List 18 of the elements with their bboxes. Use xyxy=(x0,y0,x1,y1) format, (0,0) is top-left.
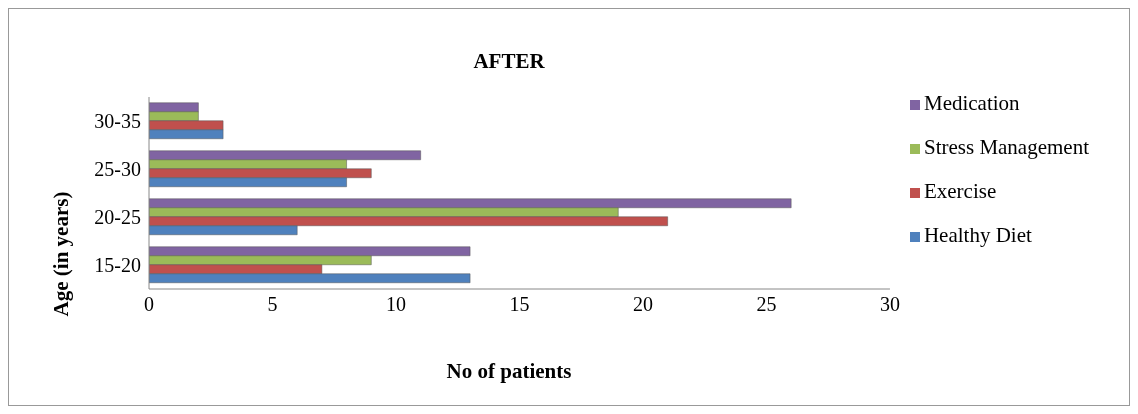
x-tick-label: 10 xyxy=(385,293,406,316)
legend-label: Medication xyxy=(923,91,1020,115)
x-tick-label: 30 xyxy=(879,293,900,316)
x-tick-label: 25 xyxy=(756,293,777,316)
y-tick-label: 15-20 xyxy=(94,254,141,277)
chart-title: AFTER xyxy=(472,49,546,74)
x-tick-label: 20 xyxy=(632,293,653,316)
legend-label: Stress Management xyxy=(923,135,1089,159)
legend-label: Exercise xyxy=(923,179,997,203)
y-axis-title: Age (in years) xyxy=(48,191,74,317)
x-axis-title: No of patients xyxy=(445,359,573,384)
x-tick-label: 5 xyxy=(267,293,278,316)
x-tick-label: 15 xyxy=(509,293,530,316)
y-tick-label: 30-35 xyxy=(94,110,141,133)
legend-label: Healthy Diet xyxy=(923,223,1032,247)
x-tick-label: 0 xyxy=(144,293,154,316)
y-tick-label: 20-25 xyxy=(94,206,141,229)
y-tick-label: 25-30 xyxy=(94,158,141,181)
